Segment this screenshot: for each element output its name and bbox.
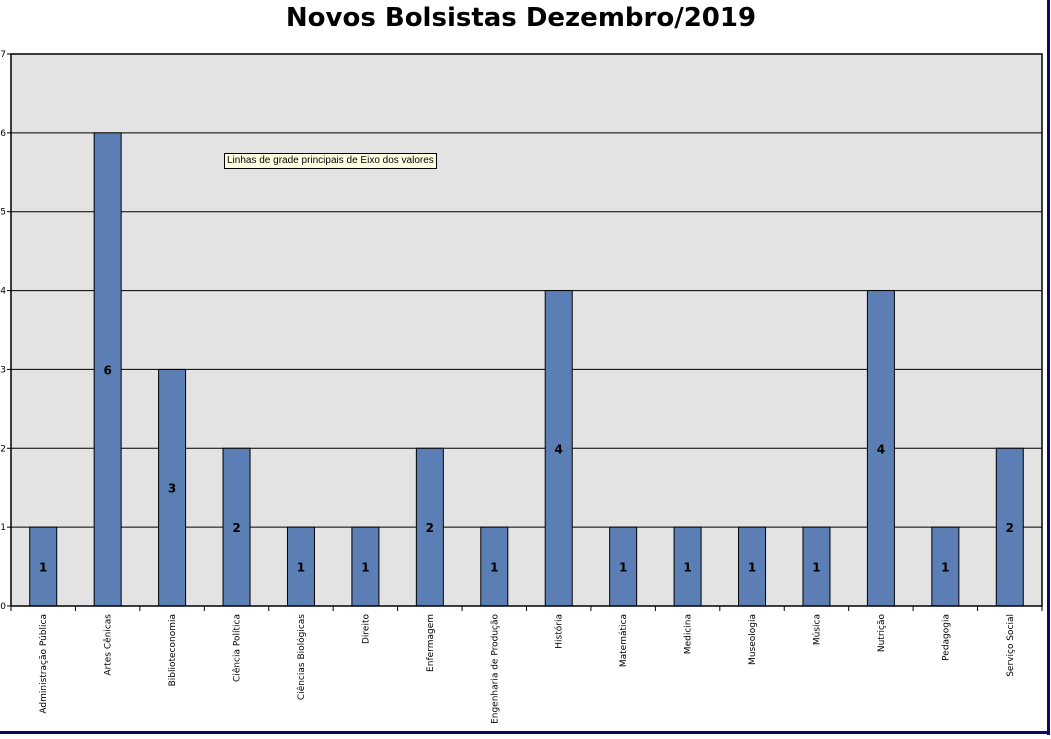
x-tick-label: Nutrição [877, 614, 887, 653]
data-label: 1 [297, 561, 305, 575]
x-tick-label: Biblioteconomia [168, 614, 178, 686]
x-tick-label: Música [812, 614, 822, 645]
bar [480, 526, 509, 607]
data-label: 1 [748, 561, 756, 575]
data-label: 1 [619, 561, 627, 575]
data-label: 3 [168, 482, 176, 496]
data-label: 4 [877, 442, 885, 456]
bar [351, 526, 380, 607]
bar [286, 526, 315, 607]
y-tick-label: 0 [0, 602, 6, 612]
data-label: 1 [361, 561, 369, 575]
data-label: 1 [490, 561, 498, 575]
x-tick-label: Pedagogia [941, 614, 951, 661]
bar [738, 526, 767, 607]
y-tick-label: 3 [0, 365, 6, 375]
data-label: 2 [1006, 521, 1014, 535]
data-label: 6 [103, 363, 111, 377]
bar [222, 447, 251, 607]
data-label: 2 [426, 521, 434, 535]
bar [29, 526, 58, 607]
y-tick-label: 1 [0, 523, 6, 533]
y-tick-label: 7 [0, 50, 6, 60]
window-border-bottom [0, 731, 1050, 734]
plot-border [10, 53, 1043, 607]
x-tick-label: Artes Cênicas [103, 614, 114, 676]
bar [802, 526, 831, 607]
bar [415, 447, 444, 607]
data-label: 1 [39, 561, 47, 575]
data-label: 1 [941, 561, 949, 575]
bar [931, 526, 960, 607]
data-label: 4 [555, 442, 563, 456]
x-tick-label: Direito [361, 614, 371, 644]
x-tick-label: Medicina [684, 614, 694, 654]
bar [609, 526, 638, 607]
y-tick-label: 6 [0, 129, 6, 139]
data-label: 1 [683, 561, 691, 575]
x-tick-label: Ciência Política [232, 614, 243, 682]
x-tick-label: Enfermagem [426, 614, 436, 672]
bar [866, 290, 895, 607]
x-tick-label: Matemática [619, 614, 629, 667]
chart-title: Novos Bolsistas Dezembro/2019 [285, 3, 757, 33]
bar [673, 526, 702, 607]
y-tick-label: 2 [0, 444, 6, 454]
x-tick-label: História [554, 614, 565, 649]
bar [544, 290, 573, 607]
bar [995, 447, 1024, 607]
bar [158, 368, 187, 607]
window-border-right [1047, 0, 1050, 735]
y-tick-label: 5 [0, 208, 6, 218]
data-label: 2 [232, 521, 240, 535]
gridline-tooltip: Linhas de grade principais de Eixo dos v… [224, 153, 437, 169]
x-tick-label: Ciências Biológicas [296, 614, 307, 700]
x-tick-label: Engenharia de Produção [490, 614, 500, 724]
x-tick-label: Museologia [748, 614, 758, 665]
data-label: 1 [812, 561, 820, 575]
x-tick-label: Serviço Social [1006, 614, 1016, 677]
x-tick-label: Administração Pública [39, 614, 49, 714]
y-tick-label: 4 [0, 287, 6, 297]
